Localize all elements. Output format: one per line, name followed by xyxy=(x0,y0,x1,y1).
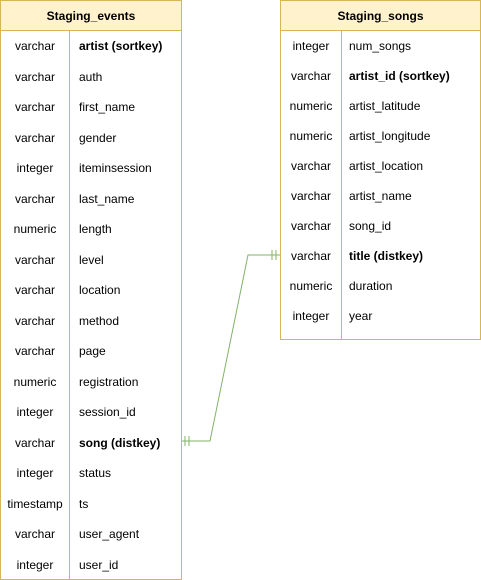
field-type: varchar xyxy=(14,344,55,358)
field-name: length xyxy=(79,222,112,236)
field-row: timestamp ts xyxy=(1,497,181,511)
field-type: varchar xyxy=(14,283,55,297)
field-type: integer xyxy=(16,405,54,419)
field-row: numeric registration xyxy=(1,375,181,389)
field-row: numeric length xyxy=(1,222,181,236)
field-type: integer xyxy=(16,557,54,572)
field-name: artist_location xyxy=(349,159,424,173)
field-row: varchar method xyxy=(1,314,181,328)
field-row: integer user_id xyxy=(1,558,181,572)
field-name: artist (sortkey) xyxy=(79,39,163,53)
field-type: varchar xyxy=(14,252,55,267)
field-name: first_name xyxy=(79,100,136,114)
field-type: varchar xyxy=(14,100,55,114)
relationship-line[interactable] xyxy=(182,254,280,442)
field-name: artist_id (sortkey) xyxy=(349,69,450,83)
field-row: varchar level xyxy=(1,253,181,267)
field-row: varchar song (distkey) xyxy=(1,436,181,450)
field-name: user_agent xyxy=(79,527,140,541)
field-name: artist_longitude xyxy=(349,129,431,143)
field-row: varchar artist_name xyxy=(281,189,480,203)
field-name: title (distkey) xyxy=(349,249,424,263)
field-name: method xyxy=(79,313,120,328)
field-row: varchar auth xyxy=(1,70,181,84)
field-name: session_id xyxy=(79,405,136,419)
field-type: varchar xyxy=(14,191,55,206)
field-type: varchar xyxy=(290,69,331,83)
field-row: varchar last_name xyxy=(1,192,181,206)
field-name: location xyxy=(79,283,121,297)
staging-events-table[interactable]: Staging_events varchar artist (sortkey) va… xyxy=(0,0,182,580)
field-name: gender xyxy=(79,130,117,145)
field-type: numeric xyxy=(13,222,57,236)
field-name: status xyxy=(79,466,112,480)
field-type: varchar xyxy=(290,219,331,233)
field-type: varchar xyxy=(14,435,55,450)
field-name: last_name xyxy=(79,191,135,206)
field-type: integer xyxy=(292,39,330,53)
field-row: varchar first_name xyxy=(1,100,181,114)
field-row: varchar gender xyxy=(1,131,181,145)
field-type: varchar xyxy=(290,249,331,263)
field-row: numeric artist_longitude xyxy=(281,129,480,143)
field-row: integer year xyxy=(281,309,480,323)
field-row: varchar artist (sortkey) xyxy=(1,39,181,53)
field-row: varchar artist_location xyxy=(281,159,480,173)
field-row: integer status xyxy=(1,466,181,480)
staging-songs-title: Staging_songs xyxy=(281,1,480,31)
field-row: integer session_id xyxy=(1,405,181,419)
field-name: registration xyxy=(79,374,139,389)
field-name: artist_latitude xyxy=(349,99,421,113)
field-type: varchar xyxy=(14,39,55,53)
field-row: varchar location xyxy=(1,283,181,297)
field-type: varchar xyxy=(290,159,331,173)
field-name: iteminsession xyxy=(79,161,152,175)
field-row: integer iteminsession xyxy=(1,161,181,175)
field-name: num_songs xyxy=(349,39,412,53)
field-row: varchar page xyxy=(1,344,181,358)
field-row: integer num_songs xyxy=(281,39,480,53)
field-row: varchar song_id xyxy=(281,219,480,233)
field-type: varchar xyxy=(14,313,55,328)
field-name: page xyxy=(79,344,106,358)
field-name: auth xyxy=(79,69,103,84)
field-row: varchar user_agent xyxy=(1,527,181,541)
field-type: numeric xyxy=(289,279,333,293)
field-name: level xyxy=(79,252,104,267)
field-name: song (distkey) xyxy=(79,435,161,450)
field-name: artist_name xyxy=(349,189,412,203)
field-type: integer xyxy=(16,161,54,175)
field-name: song_id xyxy=(349,219,392,233)
field-type: numeric xyxy=(289,129,333,143)
field-row: numeric artist_latitude xyxy=(281,99,480,113)
field-type: numeric xyxy=(13,374,57,389)
field-row: varchar artist_id (sortkey) xyxy=(281,69,480,83)
field-type: integer xyxy=(16,466,54,480)
field-type: varchar xyxy=(14,130,55,145)
field-row: numeric duration xyxy=(281,279,480,293)
staging-events-column-divider xyxy=(69,31,70,579)
field-row: varchar title (distkey) xyxy=(281,249,480,263)
field-type: integer xyxy=(292,309,330,323)
field-name: user_id xyxy=(79,557,119,572)
field-type: timestamp xyxy=(7,496,63,511)
staging-events-title: Staging_events xyxy=(1,1,181,31)
field-type: numeric xyxy=(289,99,333,113)
field-type: varchar xyxy=(14,69,55,84)
field-type: varchar xyxy=(290,189,331,203)
field-name: year xyxy=(349,309,373,323)
field-name: duration xyxy=(349,279,393,293)
field-name: ts xyxy=(79,496,89,511)
field-type: varchar xyxy=(14,527,55,541)
staging-songs-column-divider xyxy=(341,31,342,339)
